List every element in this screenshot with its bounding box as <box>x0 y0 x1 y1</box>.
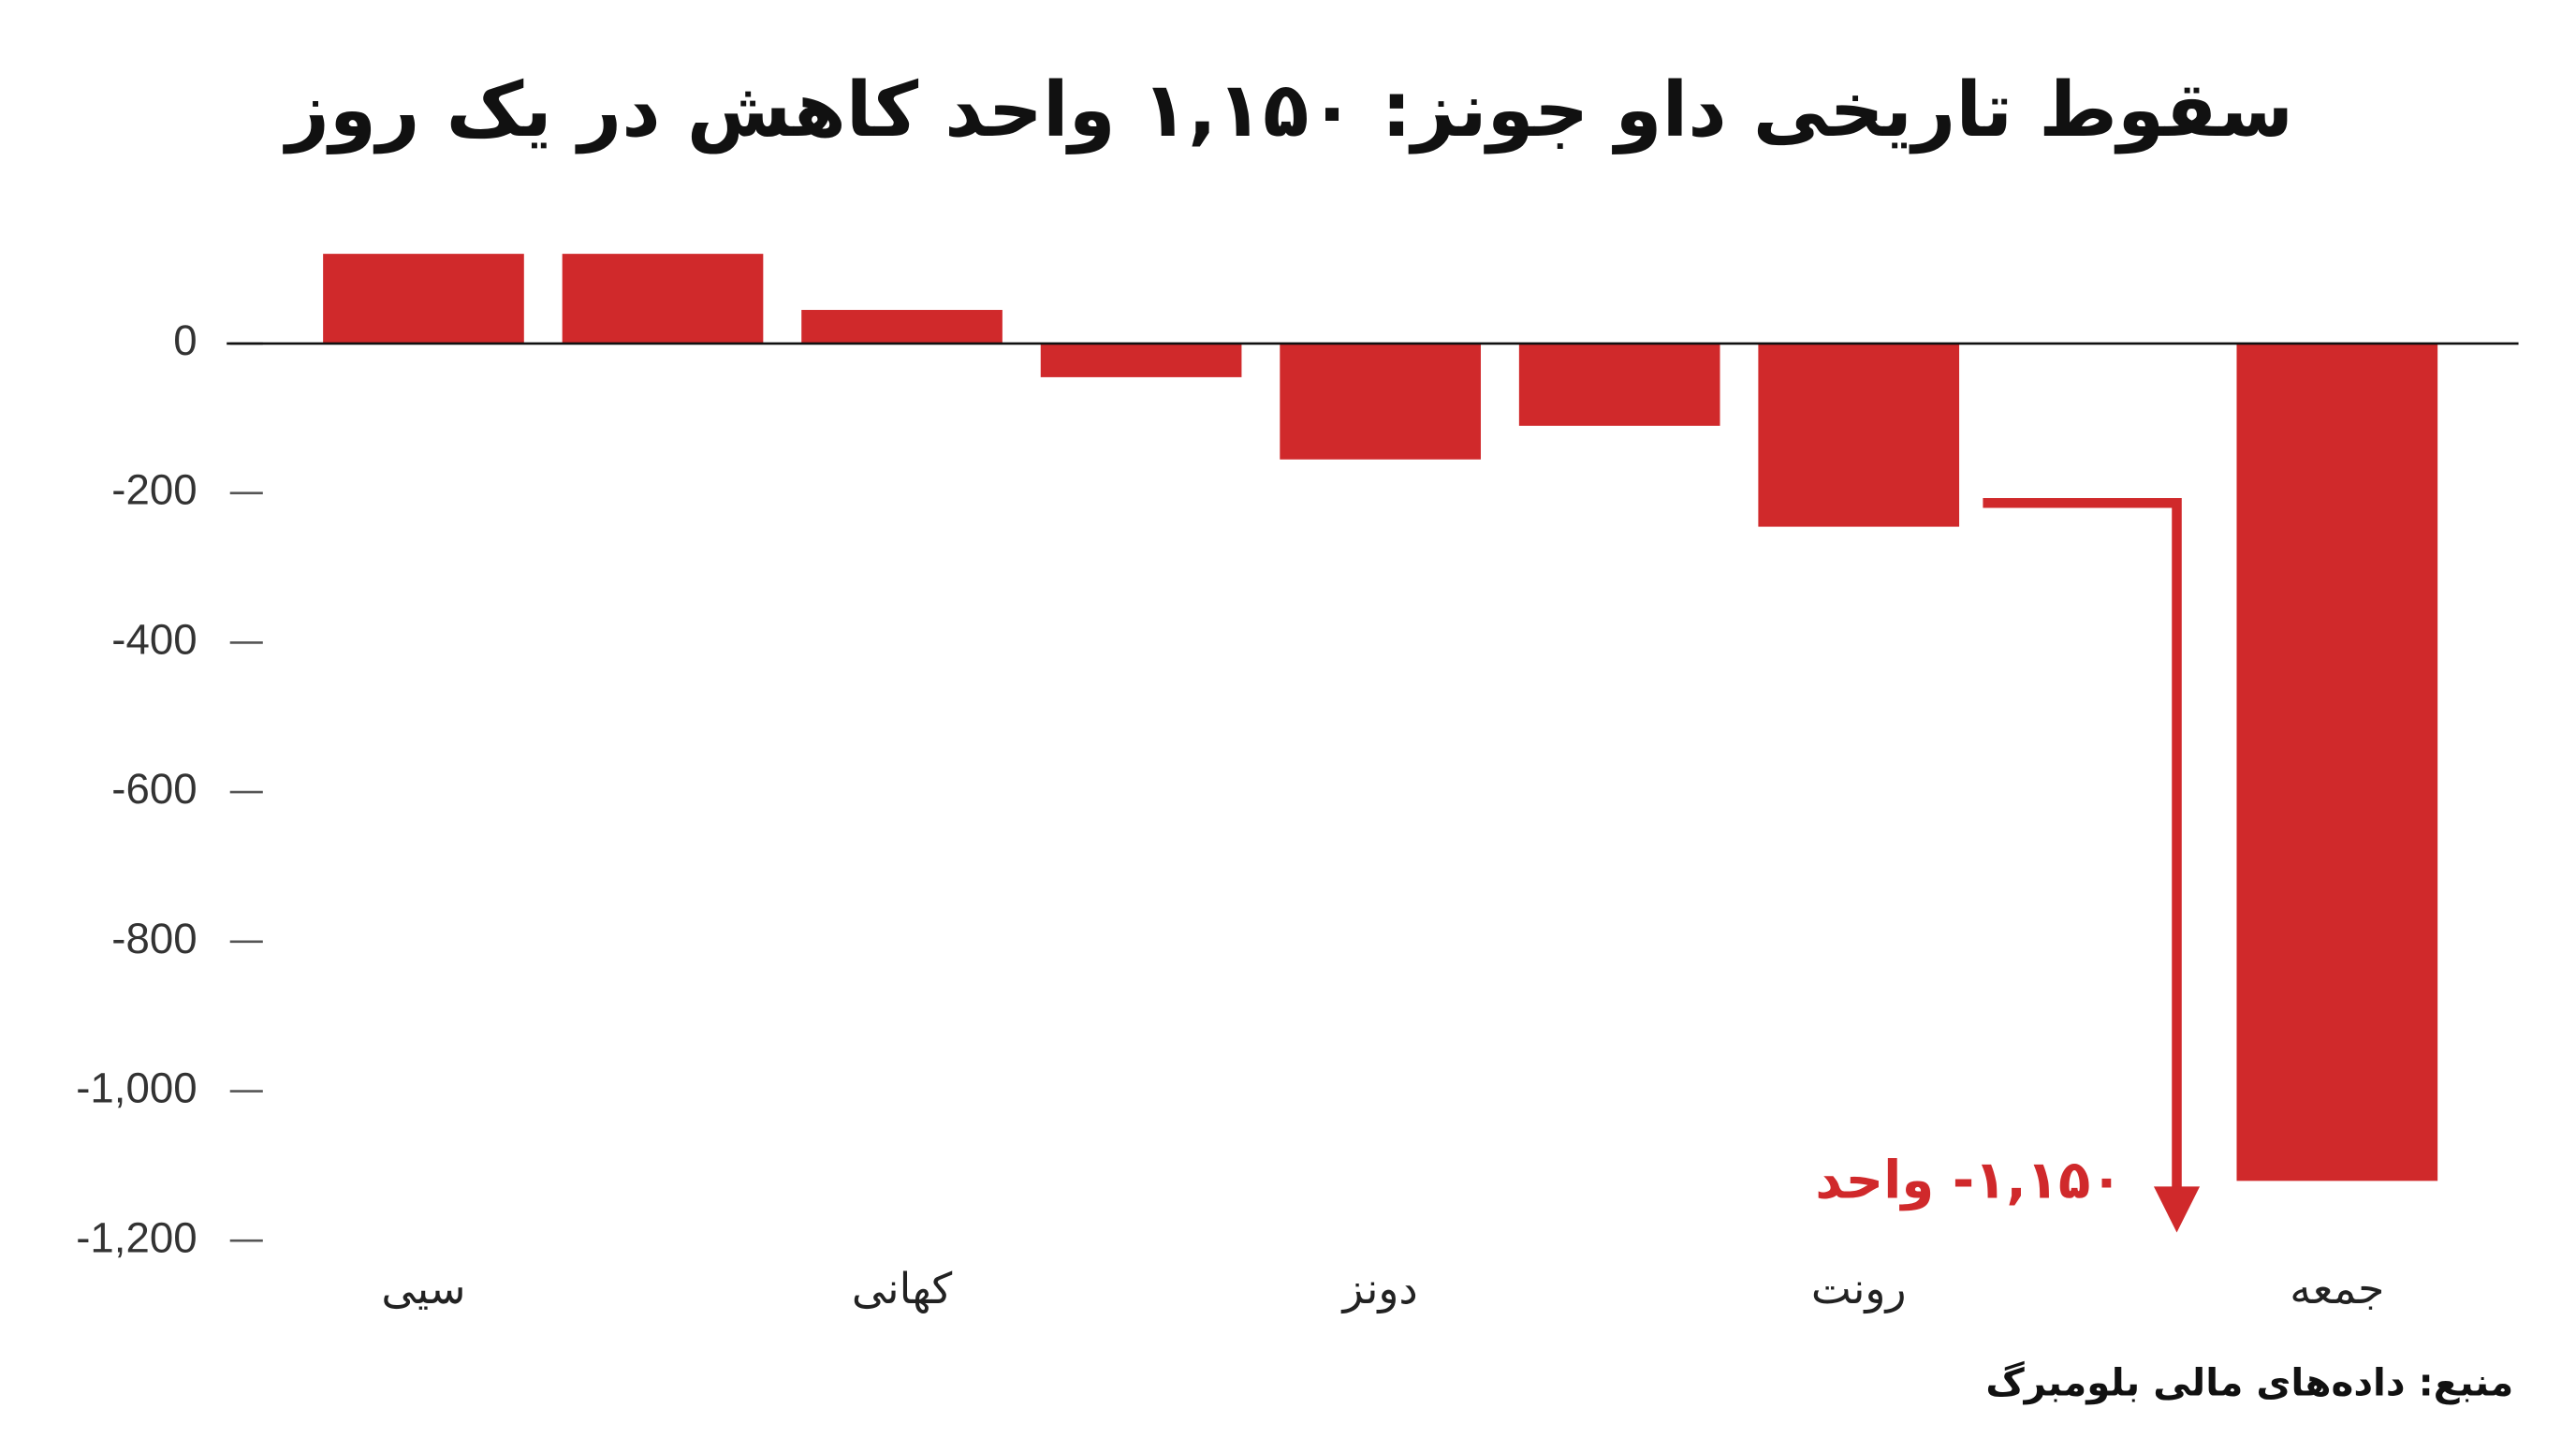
bar <box>1758 343 1960 527</box>
bar <box>2236 343 2438 1181</box>
bar <box>1040 343 1242 377</box>
y-tick-label: -200 <box>111 466 197 514</box>
x-tick-label: رونت <box>1811 1264 1907 1314</box>
y-tick-label: -400 <box>111 615 197 663</box>
bar <box>1280 343 1481 460</box>
y-tick-label: -600 <box>111 765 197 813</box>
x-tick-label: کهانی <box>852 1264 953 1313</box>
y-tick-label: -800 <box>111 915 197 962</box>
bar <box>801 310 1003 344</box>
y-tick-label: -1,000 <box>76 1064 197 1112</box>
chart-title: سقوط تاریخی داو جونز: ۱,۱۵۰ واحد کاهش در… <box>282 66 2293 154</box>
x-tick-label: سیی <box>381 1264 465 1313</box>
annotation: ۱,۱۵۰- واحد <box>1815 1150 2122 1211</box>
source-note: منبع: داده‌های مالی بلومبرگ <box>1985 1361 2513 1405</box>
annotation-arrow <box>1983 497 2201 1233</box>
y-tick-label: -1,200 <box>76 1213 197 1261</box>
x-tick-label: جمعه <box>2290 1264 2384 1313</box>
arrow-head <box>2153 1186 2201 1233</box>
x-tick-label: دونز <box>1341 1264 1418 1314</box>
bar <box>323 254 524 344</box>
bar <box>562 254 764 344</box>
bar <box>1518 343 1720 426</box>
arrow-line <box>1983 497 2182 1196</box>
y-tick-label: 0 <box>173 316 197 364</box>
